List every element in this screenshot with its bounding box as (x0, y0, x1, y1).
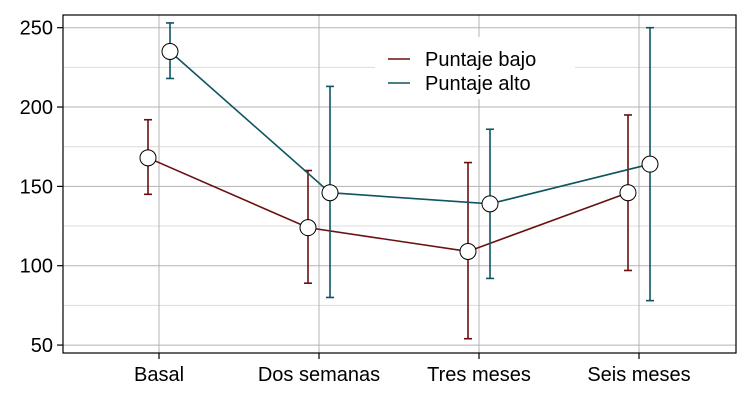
y-tick-label-250: 250 (20, 18, 53, 40)
point-puntaje-alto-basal (161, 42, 179, 60)
point-puntaje-alto-tres-meses (481, 195, 499, 213)
y-tick-label-50: 50 (31, 335, 53, 357)
plot-frame (62, 14, 737, 354)
y-ticks: 50 100 150 200 250 (20, 18, 63, 357)
y-tick-label-200: 200 (20, 97, 53, 119)
point-puntaje-alto-dos-semanas (321, 184, 339, 202)
point-puntaje-bajo-dos-semanas (299, 219, 317, 237)
series-line-puntaje-alto (169, 50, 651, 205)
legend: Puntaje bajo Puntaje alto (375, 37, 575, 99)
series-line-puntaje-bajo (147, 157, 629, 253)
y-tick-label-150: 150 (20, 176, 53, 198)
x-tick-label-seis-meses: Seis meses (587, 364, 690, 386)
series-puntaje-alto (161, 22, 659, 302)
series-puntaje-bajo (139, 114, 637, 340)
series-layer (139, 22, 659, 340)
point-puntaje-bajo-tres-meses (459, 242, 477, 260)
x-tick-label-basal: Basal (134, 364, 184, 386)
x-tick-label-dos-semanas: Dos semanas (258, 364, 380, 386)
y-tick-label-100: 100 (20, 256, 53, 278)
legend-box (375, 37, 575, 99)
legend-label-puntaje-alto: Puntaje alto (425, 73, 531, 95)
point-puntaje-bajo-seis-meses (619, 184, 637, 202)
x-tick-label-tres-meses: Tres meses (427, 364, 531, 386)
x-ticks: Basal Dos semanas Tres meses Seis meses (134, 353, 691, 386)
point-puntaje-alto-seis-meses (641, 155, 659, 173)
legend-label-puntaje-bajo: Puntaje bajo (425, 49, 536, 71)
point-puntaje-bajo-basal (139, 149, 157, 167)
